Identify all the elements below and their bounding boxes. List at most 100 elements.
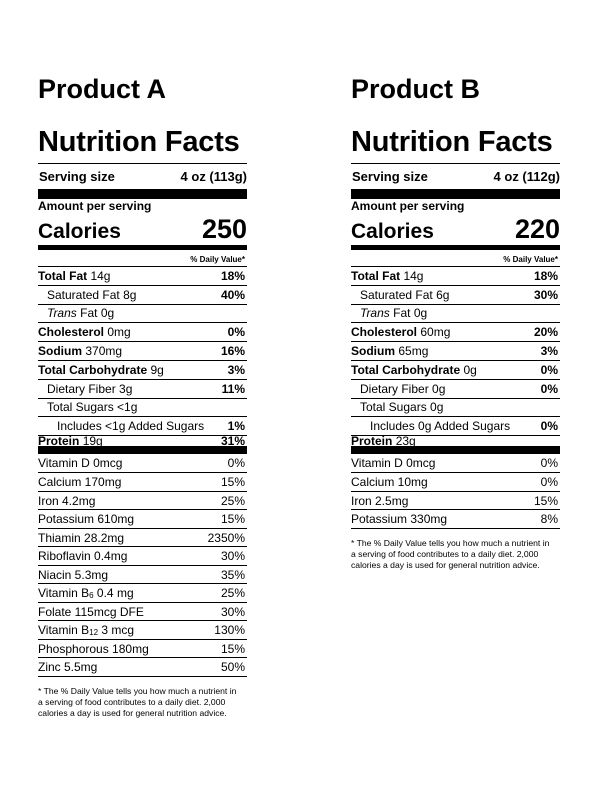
vitamin-row: Zinc 5.5mg 50% [38, 657, 247, 676]
vitamin-name: Vitamin D 0mcg [351, 456, 436, 471]
nutrient-row: Total Carbohydrate 0g 0% [351, 359, 560, 379]
nutrient-row: Protein 23g [351, 434, 560, 454]
nutrient-name: Saturated Fat [360, 287, 433, 302]
nutrient-name: Sodium [351, 344, 395, 359]
nutrient-amount: 14g [403, 268, 424, 283]
vitamin-row: Thiamin 28.2mg 2350% [38, 527, 247, 547]
nutrient-amount: 14g [90, 268, 111, 283]
nutrient-amount: 23g [395, 434, 416, 449]
nutrient-name-cell: Total Sugars 0g [351, 400, 443, 414]
vitamin-row: Calcium 10mg 0% [351, 472, 560, 491]
nutrient-name: Saturated Fat [47, 287, 120, 302]
vitamin-daily-value: 15% [220, 475, 245, 490]
vitamin-name: Vitamin B12 3 mcg [38, 623, 135, 638]
vitamin-row: Folate 115mcg DFE 30% [38, 601, 247, 621]
vitamin-row: Niacin 5.3mg 35% [38, 564, 247, 584]
calories-value: 220 [514, 214, 560, 244]
vitamin-subscript: 6 [89, 591, 94, 601]
nutrient-daily-value: 18% [533, 268, 558, 283]
serving-size-value: 4 oz (112g) [493, 169, 560, 184]
nutrient-name: Sodium [38, 344, 82, 359]
nutrient-row: Saturated Fat 8g 40% [38, 284, 247, 304]
nutrient-amount: <1g [117, 400, 138, 415]
vitamin-daily-value: 25% [220, 586, 245, 601]
daily-value-header: % Daily Value* [190, 255, 245, 264]
nutrient-row: Sodium 65mg 3% [351, 341, 560, 360]
vitamin-name: Zinc 5.5mg [38, 660, 98, 675]
vitamin-daily-value: 15% [220, 641, 245, 656]
calories-label: Calories [38, 220, 121, 243]
vitamin-name: Phosphorous 180mg [38, 641, 149, 656]
nutrient-row: Dietary Fiber 3g 11% [38, 378, 247, 398]
nutrient-amount: 0g [430, 400, 444, 415]
nutrient-name-cell: Protein 19g [38, 434, 103, 448]
nutrient-daily-value: 30% [533, 287, 558, 302]
calories-row: Calories 220 [351, 212, 560, 250]
nutrient-table: Total Fat 14g 18% Saturated Fat 8g 40% Trans… [38, 266, 247, 719]
vitamin-daily-value: 25% [220, 493, 245, 508]
nutrient-name-suffix: Fat [76, 306, 98, 321]
nutrient-row: Protein 19g 31% [38, 434, 247, 454]
nutrient-name-suffix: Fat [389, 306, 411, 321]
nutrient-name: Trans [360, 306, 390, 321]
serving-size-value: 4 oz (113g) [180, 169, 247, 184]
nutrient-amount: 0g Added Sugars [418, 419, 511, 434]
calories-value: 250 [201, 214, 247, 244]
nutrition-facts-title: Nutrition Facts [38, 126, 240, 158]
footnote: * The % Daily Value tells you how much a… [351, 537, 550, 570]
nutrient-name: Total Carbohydrate [38, 362, 148, 377]
nutrient-row: Total Fat 14g 18% [38, 266, 247, 285]
nutrient-name-cell: Protein 23g [351, 434, 416, 448]
vitamin-daily-value: 0% [540, 475, 558, 490]
vitamin-name: Vitamin D 0mcg [38, 456, 123, 471]
nutrient-name-cell: Cholesterol 0mg [38, 325, 131, 339]
daily-value-header: % Daily Value* [503, 255, 558, 264]
nutrient-name-cell: Total Fat 14g [351, 269, 423, 283]
nutrient-name: Total Carbohydrate [351, 362, 461, 377]
nutrient-daily-value: 40% [220, 287, 245, 302]
nutrient-name: Cholesterol [38, 325, 105, 340]
vitamin-name: Calcium 170mg [38, 475, 122, 490]
nutrient-daily-value: 20% [533, 325, 558, 340]
nutrient-row: Trans Fat 0g [38, 303, 247, 323]
nutrient-name-cell: Total Fat 14g [38, 269, 110, 283]
nutrient-table: Total Fat 14g 18% Saturated Fat 6g 30% Trans… [351, 266, 560, 571]
nutrient-row: Sodium 370mg 16% [38, 341, 247, 360]
nutrient-name-cell: Total Carbohydrate 9g [38, 363, 164, 377]
nutrient-amount: 65mg [398, 344, 429, 359]
amount-per-serving: Amount per serving [38, 199, 152, 213]
serving-size-label: Serving size [352, 169, 428, 184]
vitamin-row: Vitamin B6 0.4 mg 25% [38, 583, 247, 602]
nutrient-amount: 9g [150, 362, 164, 377]
nutrient-name: Total Fat [351, 268, 401, 283]
nutrient-daily-value: 0% [540, 362, 558, 377]
nutrient-row: Includes <1g Added Sugars 1% [38, 416, 247, 435]
nutrient-name: Dietary Fiber [360, 381, 429, 396]
nutrient-row: Includes 0g Added Sugars 0% [351, 416, 560, 435]
vitamin-row: Potassium 610mg 15% [38, 509, 247, 528]
amount-per-serving: Amount per serving [351, 199, 465, 213]
vitamin-daily-value: 0% [540, 456, 558, 471]
nutrient-name: Cholesterol [351, 325, 418, 340]
vitamin-daily-value: 35% [220, 567, 245, 582]
nutrient-row: Total Sugars 0g [351, 397, 560, 417]
nutrient-row: Saturated Fat 6g 30% [351, 284, 560, 304]
nutrient-row: Cholesterol 60mg 20% [351, 322, 560, 341]
nutrient-row: Cholesterol 0mg 0% [38, 322, 247, 341]
vitamin-row: Phosphorous 180mg 15% [38, 638, 247, 658]
vitamin-name: Thiamin 28.2mg [38, 530, 125, 545]
serving-size-row: Serving size 4 oz (113g) [38, 164, 247, 199]
vitamin-name: Iron 2.5mg [351, 493, 409, 508]
nutrient-row: Trans Fat 0g [351, 303, 560, 323]
nutrient-name-cell: Dietary Fiber 0g [351, 382, 445, 396]
product-title: Product A [38, 74, 166, 104]
vitamin-table: Vitamin D 0mcg 0% Calcium 10mg 0% Iron 2.5mg… [351, 454, 560, 529]
nutrient-row: Total Carbohydrate 9g 3% [38, 359, 247, 379]
nutrient-name: Total Sugars [47, 400, 114, 415]
vitamin-name: Vitamin B6 0.4 mg [38, 586, 134, 601]
nutrient-name-cell: Includes <1g Added Sugars [38, 419, 204, 433]
vitamin-row: Iron 4.2mg 25% [38, 490, 247, 510]
nutrient-daily-value: 3% [540, 344, 558, 359]
nutrient-daily-value: 16% [220, 344, 245, 359]
divider [38, 163, 247, 164]
